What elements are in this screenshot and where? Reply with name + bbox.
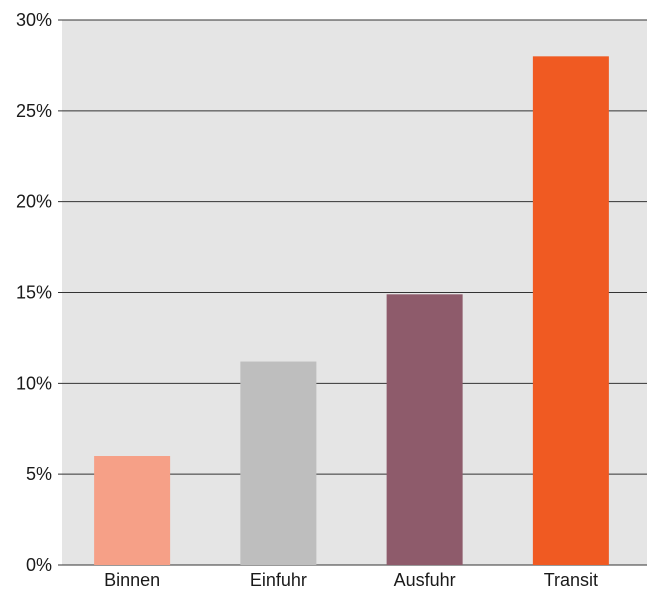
bar-ausfuhr xyxy=(386,294,463,565)
bars xyxy=(94,56,609,565)
bar-binnen xyxy=(94,456,171,565)
y-tick-label: 10% xyxy=(16,373,52,393)
y-axis-tick-labels: 0% 5% 10% 15% 20% 25% 30% xyxy=(16,10,52,575)
y-tick-label: 20% xyxy=(16,192,52,212)
x-tick-label: Transit xyxy=(544,570,598,590)
y-tick-label: 0% xyxy=(26,555,52,575)
bar-transit xyxy=(532,56,609,565)
y-tick-label: 5% xyxy=(26,464,52,484)
bar-einfuhr xyxy=(240,361,317,565)
y-tick-label: 25% xyxy=(16,101,52,121)
x-tick-label: Einfuhr xyxy=(250,570,307,590)
x-axis-tick-labels: Binnen Einfuhr Ausfuhr Transit xyxy=(104,570,598,590)
x-tick-label: Binnen xyxy=(104,570,160,590)
y-tick-label: 30% xyxy=(16,10,52,30)
y-tick-label: 15% xyxy=(16,283,52,303)
x-tick-label: Ausfuhr xyxy=(394,570,456,590)
